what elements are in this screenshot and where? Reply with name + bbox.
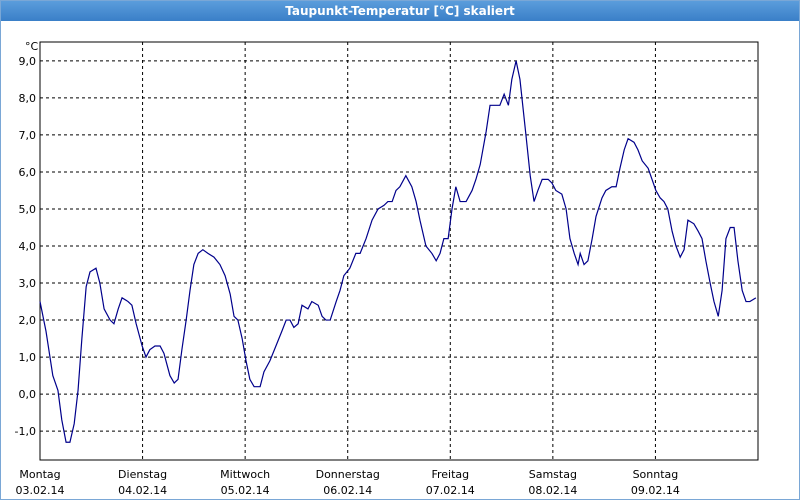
y-tick-label: 7,0	[19, 129, 37, 142]
y-tick-label: 5,0	[19, 203, 37, 216]
data-line	[39, 60, 757, 443]
x-tick-label: Montag	[19, 468, 60, 481]
x-tick-label: 06.02.14	[323, 484, 372, 497]
y-tick-label: 6,0	[19, 166, 37, 179]
x-tick-label: 05.02.14	[221, 484, 270, 497]
x-tick-label: Freitag	[431, 468, 469, 481]
x-tick-label: Dienstag	[118, 468, 167, 481]
y-tick-label: 8,0	[19, 92, 37, 105]
title-bar: Taupunkt-Temperatur [°C] skaliert	[1, 1, 799, 21]
x-tick-label: 09.02.14	[631, 484, 680, 497]
y-tick-label: -1,0	[15, 425, 36, 438]
x-tick-label: Mittwoch	[220, 468, 270, 481]
x-tick-label: Samstag	[529, 468, 577, 481]
x-tick-label: 08.02.14	[528, 484, 577, 497]
plot-frame	[39, 41, 759, 461]
y-tick-label: 1,0	[19, 351, 37, 364]
x-tick-label: Sonntag	[633, 468, 679, 481]
x-tick-label: 07.02.14	[426, 484, 475, 497]
x-tick-label: Donnerstag	[316, 468, 380, 481]
x-tick-label: 03.02.14	[16, 484, 65, 497]
y-tick-label: 0,0	[19, 388, 37, 401]
y-unit: °C	[25, 40, 39, 53]
x-tick-label: 04.02.14	[118, 484, 167, 497]
y-tick-label: 4,0	[19, 240, 37, 253]
y-tick-label: 9,0	[19, 55, 37, 68]
y-tick-label: 3,0	[19, 277, 37, 290]
y-tick-label: 2,0	[19, 314, 37, 327]
